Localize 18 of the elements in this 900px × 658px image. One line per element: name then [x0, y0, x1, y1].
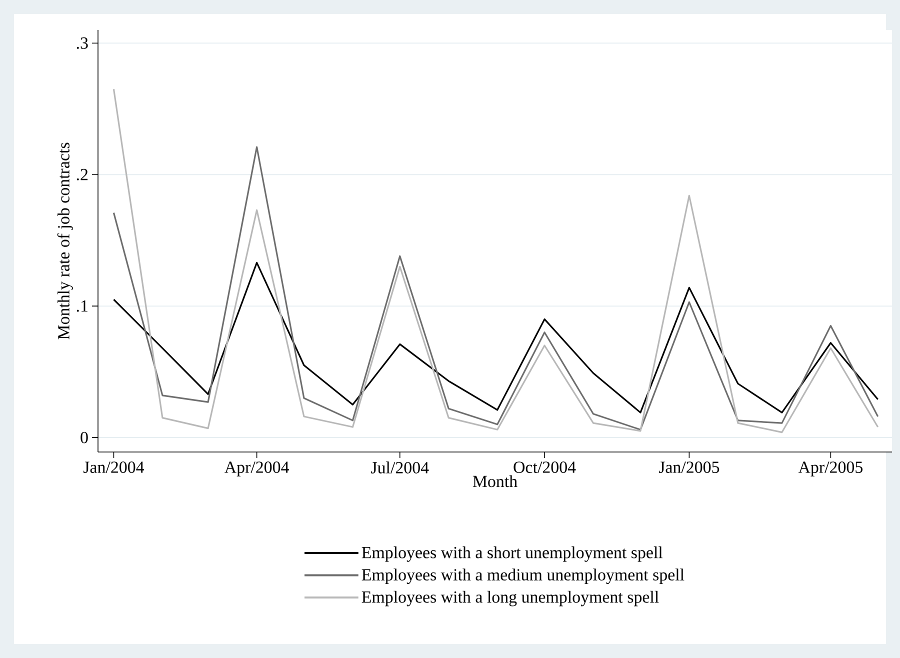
y-tick-label: .1 [76, 300, 88, 312]
x-tick-label: Oct/2004 [514, 462, 576, 473]
x-tick-label: Apr/2004 [224, 462, 289, 476]
y-tick-label: .3 [76, 37, 88, 49]
legend-label: Employees with a short unemployment spell [362, 546, 663, 562]
legend-label: Employees with a long unemployment spell [362, 590, 659, 606]
x-tick-label: Jan/2004 [84, 462, 144, 473]
y-axis-title: Monthly rate of job contracts [57, 142, 73, 340]
x-tick-label: Apr/2005 [798, 462, 862, 476]
line-series [112, 262, 879, 414]
x-tick-label: Jul/2004 [371, 462, 429, 474]
y-tick-label: .2 [76, 168, 88, 180]
x-tick-label: Jan/2005 [658, 462, 720, 473]
y-tick-label: 0 [80, 432, 88, 444]
x-axis-title: Month [472, 475, 518, 488]
legend-label: Employees with a medium unemployment spell [362, 568, 684, 584]
line-series [112, 146, 879, 430]
line-series [112, 88, 879, 434]
